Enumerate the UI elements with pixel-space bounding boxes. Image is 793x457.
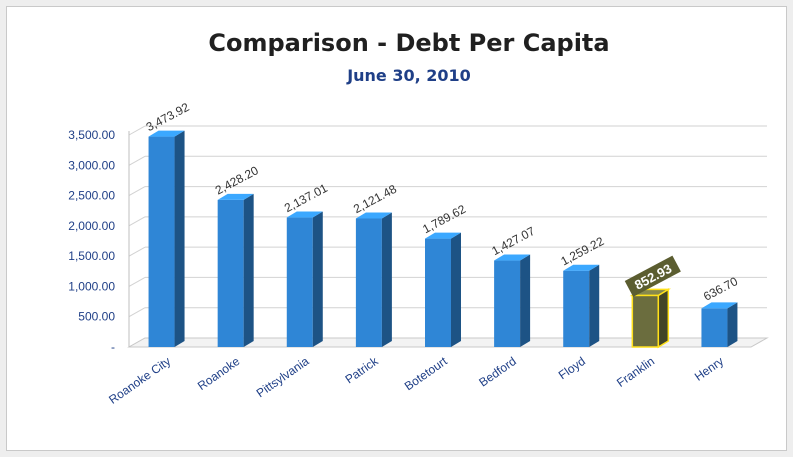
svg-text:636.70: 636.70	[701, 274, 740, 304]
gridline-side	[128, 307, 146, 318]
data-label: 1,259.22	[558, 234, 606, 268]
bar-pittsylvania	[286, 211, 323, 347]
y-tick-label: 500.00	[78, 310, 115, 324]
x-tick-label: Franklin	[614, 354, 657, 390]
x-tick-label: Roanoke	[195, 354, 243, 393]
svg-text:2,428.20: 2,428.20	[213, 163, 261, 197]
svg-text:1,789.62: 1,789.62	[420, 202, 468, 236]
svg-text:1,259.22: 1,259.22	[558, 234, 606, 268]
bar-franklin	[629, 288, 672, 349]
gridline-side	[128, 276, 146, 287]
y-tick-label: 1,500.00	[68, 249, 115, 263]
gridline-side	[128, 186, 146, 197]
svg-text:852.93: 852.93	[632, 261, 674, 293]
bar-botetourt	[425, 232, 461, 347]
data-label: 3,473.92	[144, 100, 192, 134]
bar-roanoke	[217, 193, 254, 347]
y-tick-label: 2,000.00	[68, 219, 115, 233]
gridline-side	[128, 125, 146, 136]
y-tick-labels: - 500.00 1,000.00 1,500.00 2,000.00 2,500.00 3…	[68, 128, 115, 354]
bar-chart: Comparison - Debt Per Capita June 30, 20…	[68, 29, 769, 407]
data-label: 1,427.07	[489, 224, 537, 258]
svg-text:3,473.92: 3,473.92	[144, 100, 192, 134]
data-label: 636.70	[701, 274, 740, 304]
svg-text:1,427.07: 1,427.07	[489, 224, 537, 258]
x-tick-label: Botetourt	[402, 354, 450, 394]
bar-roanoke-city	[148, 130, 185, 347]
x-tick-label: Bedford	[476, 354, 518, 390]
chart-title: Comparison - Debt Per Capita	[208, 29, 609, 57]
x-tick-label: Floyd	[556, 354, 588, 382]
y-tick-label: 3,000.00	[68, 158, 115, 172]
x-tick-label: Roanoke City	[106, 354, 173, 407]
y-tick-label: -	[111, 340, 115, 354]
bar-floyd	[563, 264, 600, 347]
y-tick-label: 1,000.00	[68, 279, 115, 293]
bars	[148, 130, 738, 349]
svg-text:2,137.01: 2,137.01	[282, 181, 330, 215]
gridline-side	[128, 155, 146, 166]
chart-frame: Comparison - Debt Per Capita June 30, 20…	[6, 6, 787, 451]
y-tick-label: 2,500.00	[68, 189, 115, 203]
chart-subtitle: June 30, 2010	[346, 66, 471, 85]
y-tick-label: 3,500.00	[68, 128, 115, 142]
data-label: 2,428.20	[213, 163, 261, 197]
x-tick-label: Pittsylvania	[254, 354, 312, 400]
x-tick-label: Patrick	[343, 353, 382, 386]
bar-bedford	[494, 254, 531, 347]
bar-henry	[701, 302, 738, 347]
x-tick-label: Henry	[692, 354, 726, 384]
data-label: 1,789.62	[420, 202, 468, 236]
gridline-side	[128, 216, 146, 227]
data-label: 2,137.01	[282, 181, 330, 215]
bar-patrick	[355, 212, 392, 347]
x-tick-labels: Roanoke City Roanoke Pittsylvania Patrick Bo…	[106, 353, 726, 406]
gridline-side	[128, 246, 146, 257]
